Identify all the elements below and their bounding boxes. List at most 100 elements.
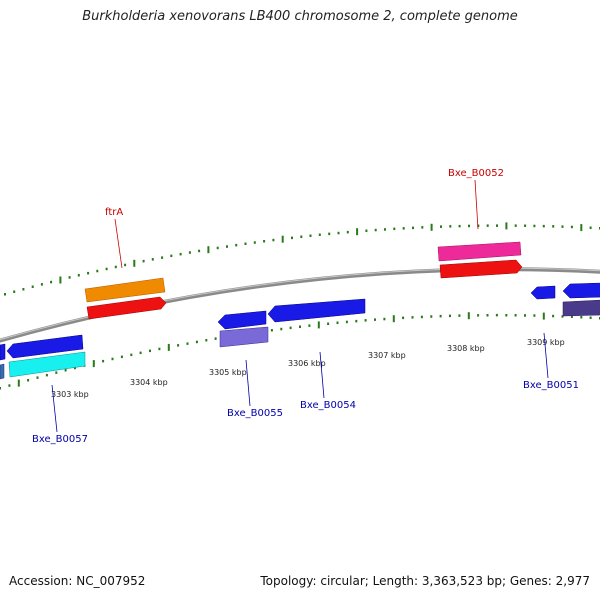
gene-bxe-b0052-magenta[interactable]: [437, 241, 522, 262]
lower-minor-tick: [449, 314, 451, 318]
gene-left-steelblue[interactable]: [0, 363, 5, 380]
lower-major-tick: [167, 343, 170, 351]
gene-label-bxe-b0052[interactable]: Bxe_B0052: [448, 168, 504, 179]
lower-major-tick: [392, 315, 395, 323]
upper-minor-tick: [449, 225, 452, 228]
upper-minor-tick: [253, 241, 256, 244]
gene-label-bxe-b0055[interactable]: Bxe_B0055: [227, 408, 283, 419]
lower-minor-tick: [345, 320, 348, 324]
lower-minor-tick: [299, 325, 301, 328]
upper-minor-tick: [486, 224, 489, 227]
upper-minor-tick: [552, 225, 555, 228]
upper-minor-tick: [226, 245, 228, 248]
lower-minor-tick: [552, 314, 555, 318]
upper-major-tick: [133, 259, 136, 267]
upper-minor-tick: [68, 276, 71, 279]
upper-minor-tick: [402, 227, 405, 230]
lower-major-tick: [317, 321, 320, 329]
gene-bxe-b0054-blue[interactable]: [267, 298, 366, 323]
lower-minor-tick: [439, 314, 442, 318]
gene-bxe-b0057-cyan[interactable]: [8, 351, 86, 378]
upper-minor-tick: [477, 224, 480, 227]
lower-minor-tick: [102, 359, 105, 363]
lower-minor-tick: [195, 340, 198, 344]
upper-minor-tick: [542, 224, 545, 228]
gene-bxe-b0051-blue-small[interactable]: [530, 285, 556, 300]
upper-minor-tick: [309, 234, 312, 237]
upper-minor-tick: [188, 251, 191, 254]
axis-label-3308: 3308 kbp: [447, 344, 485, 353]
upper-minor-tick: [216, 246, 219, 250]
upper-minor-tick: [13, 290, 16, 293]
upper-minor-tick: [496, 224, 498, 227]
upper-minor-tick: [179, 252, 182, 256]
upper-minor-tick: [524, 224, 527, 227]
lower-minor-tick: [45, 373, 48, 377]
lower-minor-tick: [336, 321, 339, 324]
upper-minor-tick: [124, 263, 127, 267]
gene-bxe-b0057-blue[interactable]: [6, 334, 84, 359]
gene-ftrA-orange[interactable]: [84, 277, 166, 303]
upper-major-tick: [580, 224, 583, 232]
upper-minor-tick: [105, 267, 108, 271]
lower-minor-tick: [177, 344, 180, 347]
upper-minor-tick: [96, 269, 99, 273]
gene-ftrA-red[interactable]: [86, 296, 167, 320]
lower-minor-tick: [55, 371, 58, 374]
lower-minor-tick: [383, 317, 386, 321]
lower-minor-tick: [533, 314, 536, 317]
lower-minor-tick: [355, 319, 358, 323]
callout-bxe-b0051: [543, 332, 549, 379]
gene-right-dark-purple[interactable]: [562, 299, 600, 317]
upper-minor-tick: [291, 236, 293, 240]
upper-minor-tick: [384, 228, 386, 231]
upper-minor-tick: [458, 224, 461, 228]
upper-minor-tick: [337, 231, 340, 235]
axis-label-3309: 3309 kbp: [527, 338, 565, 347]
gene-bxe-b0055-lavender[interactable]: [219, 326, 269, 348]
gene-left-blue[interactable]: [0, 343, 6, 361]
lower-minor-tick: [477, 314, 480, 317]
lower-major-tick: [92, 360, 95, 368]
lower-minor-tick: [420, 315, 423, 319]
lower-minor-tick: [27, 379, 30, 382]
upper-minor-tick: [421, 226, 424, 229]
lower-minor-tick: [430, 315, 433, 318]
upper-minor-tick: [328, 232, 331, 236]
upper-minor-tick: [346, 230, 349, 234]
gene-label-bxe-b0057[interactable]: Bxe_B0057: [32, 434, 88, 445]
lower-minor-tick: [186, 342, 189, 345]
gene-label-ftrA[interactable]: ftrA: [105, 207, 123, 218]
upper-minor-tick: [300, 235, 303, 238]
upper-major-tick: [207, 246, 210, 254]
upper-minor-tick: [570, 225, 573, 229]
lower-minor-tick: [524, 314, 526, 317]
gene-label-bxe-b0054[interactable]: Bxe_B0054: [300, 400, 356, 411]
upper-minor-tick: [318, 233, 321, 236]
lower-minor-tick: [74, 366, 76, 370]
upper-minor-tick: [50, 280, 53, 284]
axis-label-3307: 3307 kbp: [368, 351, 406, 360]
upper-minor-tick: [142, 259, 145, 263]
callout-ftrA: [114, 218, 123, 269]
lower-minor-tick: [561, 315, 564, 318]
gene-bxe-b0055-blue[interactable]: [217, 310, 267, 330]
lower-major-tick: [467, 312, 470, 320]
axis-label-3305: 3305 kbp: [209, 368, 247, 377]
gene-label-bxe-b0051[interactable]: Bxe_B0051: [523, 380, 579, 391]
upper-minor-tick: [589, 226, 592, 229]
map-title: Burkholderia xenovorans LB400 chromosome…: [82, 9, 518, 24]
upper-major-tick: [281, 235, 284, 243]
lower-minor-tick: [458, 314, 461, 317]
lower-minor-tick: [149, 349, 151, 353]
upper-minor-tick: [87, 271, 90, 275]
upper-minor-tick: [244, 242, 247, 245]
gene-right-blue[interactable]: [562, 282, 600, 299]
lower-minor-tick: [130, 353, 133, 357]
upper-minor-tick: [4, 293, 6, 296]
lower-major-tick: [17, 379, 20, 387]
lower-minor-tick: [580, 316, 583, 319]
gene-bxe-b0052-red[interactable]: [439, 259, 523, 279]
upper-minor-tick: [31, 285, 34, 288]
